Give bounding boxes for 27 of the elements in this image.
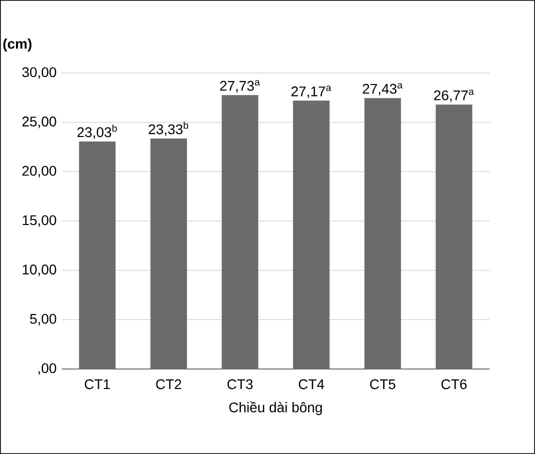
x-tick-label: CT2 <box>156 379 182 390</box>
bar <box>150 138 187 370</box>
x-tick-label: CT5 <box>370 379 396 390</box>
y-tick-label: 5,00 <box>30 314 56 326</box>
bar <box>222 95 258 370</box>
x-tick-label: CT3 <box>227 379 253 390</box>
y-axis-title: (cm) <box>3 38 32 52</box>
data-label: 23,03$^{b}$ <box>77 124 117 139</box>
y-tick-label: 30,00 <box>22 67 56 79</box>
bar <box>79 142 116 370</box>
bar <box>293 100 330 370</box>
data-label: 27,17$^{a}$ <box>291 86 332 98</box>
y-tick-label: 25,00 <box>22 116 56 128</box>
data-label: 26,77$^{a}$ <box>434 90 474 102</box>
y-tick-label: ,00 <box>38 363 56 375</box>
bar <box>364 98 401 370</box>
x-tick-label: CT6 <box>441 379 467 390</box>
data-label: 27,73$^{a}$ <box>220 80 260 92</box>
x-tick-label: CT4 <box>298 379 324 390</box>
y-tick-label: 15,00 <box>22 215 56 227</box>
data-label: 27,43$^{a}$ <box>362 83 403 96</box>
data-label: 23,33$^{b}$ <box>148 122 188 136</box>
bar <box>436 104 472 370</box>
y-tick-label: 10,00 <box>22 264 56 276</box>
y-tick-label: 20,00 <box>22 166 56 178</box>
x-tick-label: CT1 <box>84 379 110 390</box>
x-axis-title: Chiều dài bông <box>229 401 322 416</box>
